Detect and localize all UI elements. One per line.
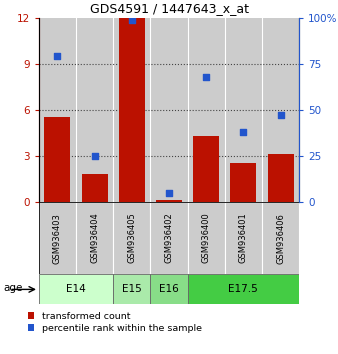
- Point: [278, 113, 283, 118]
- Bar: [193, 136, 219, 202]
- Bar: [225, 18, 262, 202]
- Point: [203, 74, 209, 79]
- Bar: [225, 202, 262, 274]
- Text: GSM936404: GSM936404: [90, 213, 99, 263]
- Text: GSM936403: GSM936403: [53, 213, 62, 263]
- Text: GSM936400: GSM936400: [202, 213, 211, 263]
- Bar: [39, 18, 76, 202]
- Point: [241, 129, 246, 135]
- Text: E17.5: E17.5: [228, 284, 258, 295]
- Bar: [113, 202, 150, 274]
- Bar: [45, 118, 70, 202]
- Bar: [262, 202, 299, 274]
- Bar: [230, 164, 256, 202]
- Bar: [262, 18, 299, 202]
- Title: GDS4591 / 1447643_x_at: GDS4591 / 1447643_x_at: [90, 2, 248, 15]
- Bar: [113, 18, 150, 202]
- Bar: [76, 18, 113, 202]
- Bar: [188, 18, 225, 202]
- Text: GSM936405: GSM936405: [127, 213, 136, 263]
- Bar: [76, 202, 113, 274]
- Text: GSM936402: GSM936402: [165, 213, 173, 263]
- Point: [166, 190, 172, 195]
- Bar: [150, 274, 188, 304]
- Text: GSM936406: GSM936406: [276, 213, 285, 263]
- Bar: [39, 274, 113, 304]
- Point: [55, 53, 60, 59]
- Bar: [81, 174, 107, 202]
- Bar: [150, 18, 188, 202]
- Bar: [119, 18, 145, 202]
- Text: age: age: [3, 282, 23, 293]
- Point: [129, 17, 135, 22]
- Text: E15: E15: [122, 284, 142, 295]
- Bar: [188, 202, 225, 274]
- Bar: [113, 274, 150, 304]
- Point: [92, 153, 97, 159]
- Bar: [150, 202, 188, 274]
- Bar: [156, 200, 182, 202]
- Bar: [39, 202, 76, 274]
- Text: E14: E14: [66, 284, 86, 295]
- Text: E16: E16: [159, 284, 179, 295]
- Text: GSM936401: GSM936401: [239, 213, 248, 263]
- Bar: [267, 154, 293, 202]
- Legend: transformed count, percentile rank within the sample: transformed count, percentile rank withi…: [28, 312, 202, 333]
- Bar: [188, 274, 299, 304]
